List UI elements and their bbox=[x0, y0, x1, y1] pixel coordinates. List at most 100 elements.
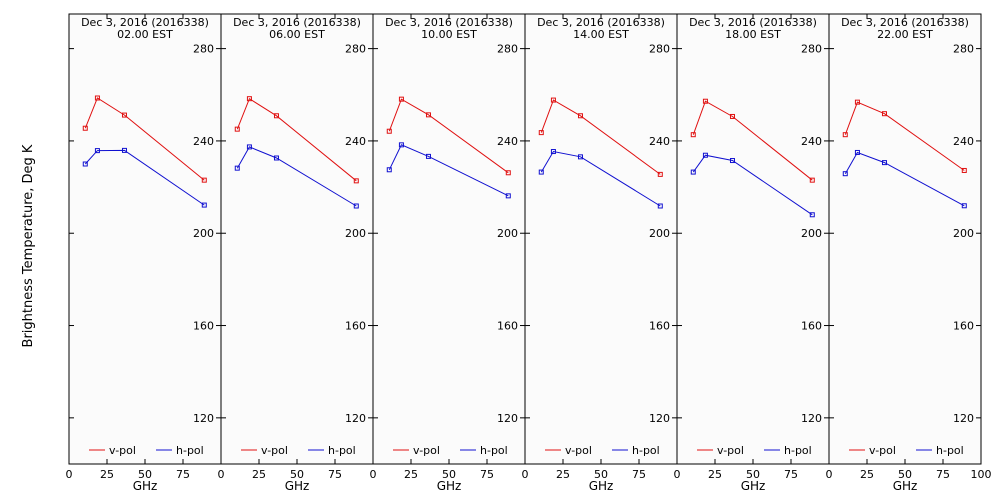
x-tick-label: 50 bbox=[746, 468, 760, 481]
panel-time-label: 14.00 EST bbox=[573, 28, 629, 41]
data-point-v-pol bbox=[729, 113, 735, 119]
data-point-v-pol bbox=[425, 112, 431, 118]
panels-group: Dec 3, 2016 (2016338)02.00 EST1201602002… bbox=[66, 13, 992, 493]
x-axis-title: GHz bbox=[741, 479, 766, 493]
data-point-h-pol bbox=[353, 203, 359, 209]
y-tick-label: 160 bbox=[649, 320, 670, 333]
panel-time-label: 18.00 EST bbox=[725, 28, 781, 41]
y-tick-label: 280 bbox=[497, 43, 518, 56]
data-point-h-pol bbox=[273, 155, 279, 161]
data-point-h-pol bbox=[121, 147, 127, 153]
y-tick-label: 280 bbox=[801, 43, 822, 56]
data-point-v-pol bbox=[121, 112, 127, 118]
x-tick-label: 50 bbox=[442, 468, 456, 481]
data-point-h-pol bbox=[961, 203, 967, 209]
x-axis-title: GHz bbox=[285, 479, 310, 493]
y-tick-label: 240 bbox=[497, 135, 518, 148]
legend-label-h-pol: h-pol bbox=[632, 444, 660, 457]
series-line-v-pol bbox=[540, 99, 661, 175]
panel-1: Dec 3, 2016 (2016338)02.00 EST 120 160 200 2… bbox=[66, 13, 222, 493]
legend-label-v-pol: v-pol bbox=[869, 444, 896, 457]
legend-label-h-pol: h-pol bbox=[176, 444, 204, 457]
data-point-h-pol bbox=[854, 149, 860, 155]
series-line-v-pol bbox=[84, 97, 205, 181]
data-point-h-pol bbox=[690, 169, 696, 175]
data-point-v-pol bbox=[353, 178, 359, 184]
legend-label-h-pol: h-pol bbox=[936, 444, 964, 457]
data-point-v-pol bbox=[854, 99, 860, 105]
data-point-v-pol bbox=[538, 130, 544, 136]
data-point-v-pol bbox=[273, 113, 279, 119]
y-tick-label: 280 bbox=[345, 43, 366, 56]
data-point-v-pol bbox=[505, 170, 511, 176]
x-tick-label: 50 bbox=[290, 468, 304, 481]
legend-label-v-pol: v-pol bbox=[413, 444, 440, 457]
data-point-h-pol bbox=[538, 169, 544, 175]
data-point-h-pol bbox=[386, 167, 392, 173]
data-point-v-pol bbox=[842, 132, 848, 138]
data-point-v-pol bbox=[94, 95, 100, 101]
legend-label-h-pol: h-pol bbox=[328, 444, 356, 457]
series-line-h-pol bbox=[84, 149, 205, 206]
x-axis-title: GHz bbox=[133, 479, 158, 493]
x-tick-label: 75 bbox=[936, 468, 950, 481]
data-point-v-pol bbox=[577, 113, 583, 119]
series-line-h-pol bbox=[236, 146, 357, 207]
panel-date-label: Dec 3, 2016 (2016338) bbox=[841, 16, 969, 29]
x-axis-title: GHz bbox=[589, 479, 614, 493]
x-tick-label: 75 bbox=[176, 468, 190, 481]
panel-4: Dec 3, 2016 (2016338)14.00 EST 120 160 200 2… bbox=[522, 13, 678, 493]
x-tick-label: 50 bbox=[594, 468, 608, 481]
x-tick-label: 100 bbox=[971, 468, 992, 481]
x-tick-label: 25 bbox=[708, 468, 722, 481]
x-tick-label: 0 bbox=[522, 468, 529, 481]
x-tick-label: 75 bbox=[632, 468, 646, 481]
panel-2: Dec 3, 2016 (2016338)06.00 EST 120 160 200 2… bbox=[218, 13, 374, 493]
series-line-v-pol bbox=[692, 100, 813, 181]
y-tick-label: 120 bbox=[649, 412, 670, 425]
data-point-v-pol bbox=[690, 132, 696, 138]
panel-date-label: Dec 3, 2016 (2016338) bbox=[233, 16, 361, 29]
y-tick-label: 200 bbox=[649, 227, 670, 240]
series-line-v-pol bbox=[236, 97, 357, 182]
data-point-h-pol bbox=[246, 144, 252, 150]
data-point-v-pol bbox=[961, 167, 967, 173]
y-tick-label: 240 bbox=[345, 135, 366, 148]
series-line-h-pol bbox=[844, 151, 965, 207]
data-point-h-pol bbox=[729, 158, 735, 164]
legend-label-h-pol: h-pol bbox=[480, 444, 508, 457]
x-axis-title: GHz bbox=[893, 479, 918, 493]
panel-frame bbox=[220, 13, 374, 465]
y-tick-label: 120 bbox=[801, 412, 822, 425]
y-tick-label: 240 bbox=[193, 135, 214, 148]
data-point-h-pol bbox=[234, 165, 240, 171]
data-point-v-pol bbox=[386, 128, 392, 134]
panel-date-label: Dec 3, 2016 (2016338) bbox=[385, 16, 513, 29]
series-line-h-pol bbox=[540, 150, 661, 207]
y-tick-label: 160 bbox=[193, 320, 214, 333]
y-tick-label: 200 bbox=[497, 227, 518, 240]
series-line-h-pol bbox=[692, 154, 813, 216]
x-axis-title: GHz bbox=[437, 479, 462, 493]
data-point-v-pol bbox=[234, 126, 240, 132]
data-point-h-pol bbox=[425, 153, 431, 159]
y-tick-label: 120 bbox=[193, 412, 214, 425]
data-point-h-pol bbox=[702, 152, 708, 158]
y-tick-label: 120 bbox=[497, 412, 518, 425]
y-axis-title: Brightness Temperature, Deg K bbox=[21, 144, 36, 347]
legend-label-v-pol: v-pol bbox=[261, 444, 288, 457]
y-tick-label: 200 bbox=[345, 227, 366, 240]
y-tick-label: 200 bbox=[953, 227, 974, 240]
y-tick-label: 120 bbox=[953, 412, 974, 425]
legend-label-v-pol: v-pol bbox=[717, 444, 744, 457]
x-tick-label: 0 bbox=[370, 468, 377, 481]
panel-time-label: 22.00 EST bbox=[877, 28, 933, 41]
panel-frame bbox=[524, 13, 678, 465]
panel-date-label: Dec 3, 2016 (2016338) bbox=[537, 16, 665, 29]
legend-label-v-pol: v-pol bbox=[565, 444, 592, 457]
panel-date-label: Dec 3, 2016 (2016338) bbox=[689, 16, 817, 29]
y-tick-label: 120 bbox=[345, 412, 366, 425]
x-tick-label: 0 bbox=[66, 468, 73, 481]
series-line-v-pol bbox=[844, 101, 965, 171]
